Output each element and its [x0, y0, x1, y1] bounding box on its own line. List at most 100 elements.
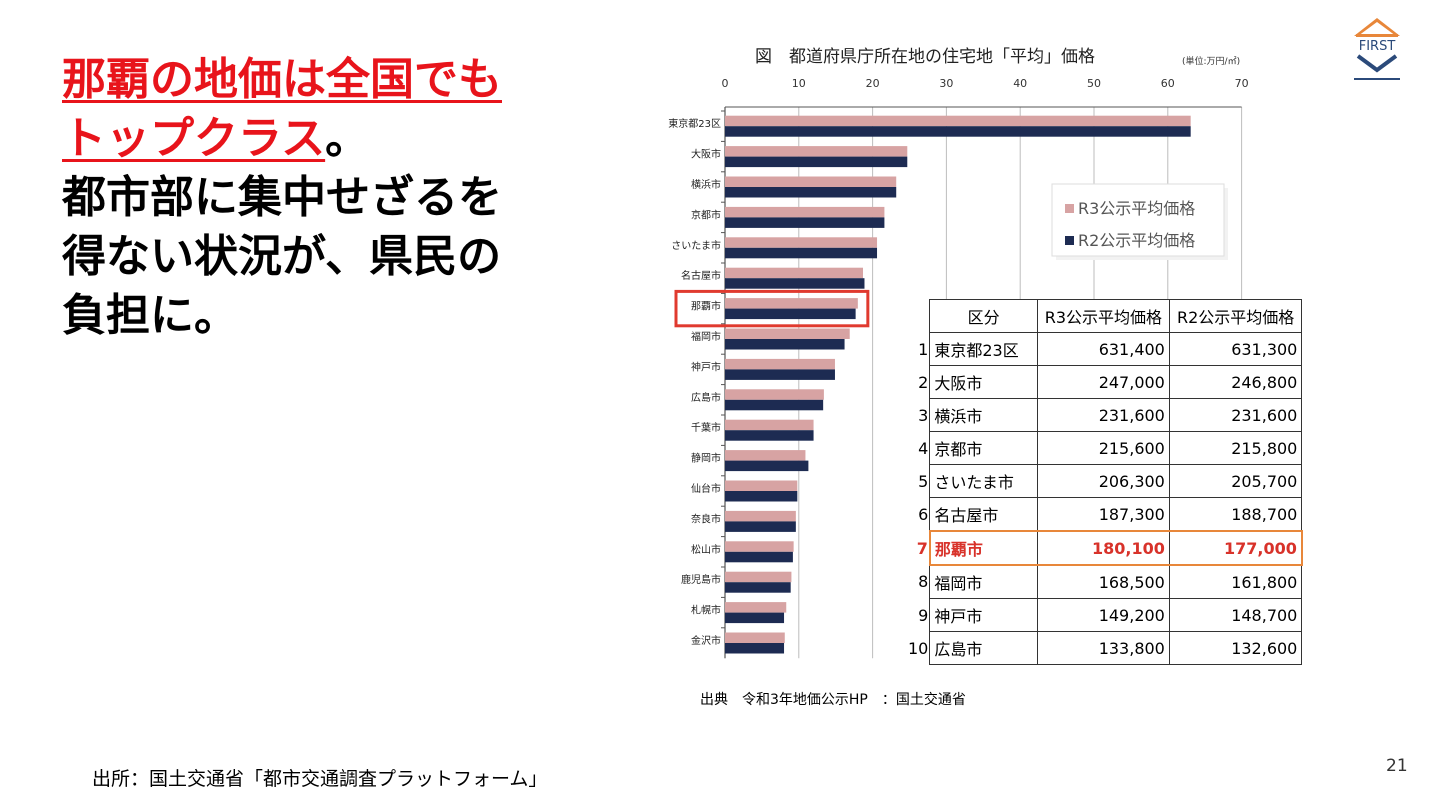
table-r2: 231,600 — [1168, 398, 1303, 432]
legend: R3公示平均価格 R2公示平均価格 — [1051, 183, 1228, 260]
bar-r3 — [725, 176, 897, 187]
x-tick-label: 50 — [1087, 77, 1101, 90]
table-rank: 9 — [908, 598, 931, 632]
table-header-r2: R2公示平均価格 — [1168, 299, 1303, 333]
bar-r3 — [725, 602, 787, 613]
table-city: 名古屋市 — [929, 497, 1038, 532]
table-city: 那覇市 — [928, 530, 1038, 566]
table-r3: 247,000 — [1036, 365, 1170, 399]
category-label: さいたま市 — [671, 239, 721, 252]
table-row: 10 広島市 133,800 132,600 — [908, 631, 1303, 665]
table-header-r3: R3公示平均価格 — [1036, 299, 1170, 333]
bar-r3 — [725, 358, 835, 370]
bar-r3 — [725, 480, 798, 491]
category-label: 那覇市 — [691, 300, 721, 313]
headline-punct: 。 — [325, 113, 370, 164]
x-tick-label: 60 — [1161, 77, 1175, 90]
bar-r2 — [725, 187, 897, 198]
category-label: 仙台市 — [691, 482, 721, 495]
table-rank: 1 — [908, 332, 931, 366]
category-label: 札幌市 — [691, 604, 721, 617]
bar-r2 — [725, 278, 865, 289]
category-label: 千葉市 — [691, 421, 721, 434]
category-label: 福岡市 — [691, 330, 721, 343]
table-r2: 161,800 — [1168, 564, 1303, 599]
bar-r3 — [725, 267, 864, 279]
table-r2: 205,700 — [1168, 464, 1303, 498]
table-rank: 6 — [908, 497, 931, 531]
table-city: 東京都23区 — [929, 332, 1038, 366]
table-city: さいたま市 — [929, 464, 1038, 498]
headline-line3: 都市部に集中せざるを — [62, 172, 502, 223]
table-rank: 2 — [908, 365, 931, 399]
bar-r3 — [725, 115, 1191, 127]
category-label: 大阪市 — [691, 148, 721, 161]
table-r2: 132,600 — [1168, 631, 1303, 665]
table-r3: 133,800 — [1036, 631, 1170, 665]
table-city: 福岡市 — [929, 564, 1038, 599]
legend-swatch-r2 — [1065, 236, 1074, 245]
table-row: 9 神戸市 149,200 148,700 — [908, 598, 1303, 632]
table-city: 神戸市 — [929, 598, 1038, 632]
bar-r3 — [725, 298, 858, 309]
bar-r2 — [725, 126, 1191, 137]
bar-r3 — [725, 541, 794, 552]
ranking-table: 区分 R3公示平均価格 R2公示平均価格 1 東京都23区 631,400 631,3… — [908, 299, 1303, 665]
table-row: 1 東京都23区 631,400 631,300 — [908, 332, 1303, 366]
bar-r2 — [725, 551, 793, 563]
table-rank: 4 — [908, 431, 931, 465]
bar-r2 — [725, 491, 798, 502]
category-label: 京都市 — [691, 208, 721, 221]
headline-line4: 得ない状況が、県民の — [62, 231, 502, 282]
table-r3: 180,100 — [1036, 530, 1170, 566]
table-r2: 246,800 — [1168, 365, 1303, 399]
footer-source: 出所：国土交通省「都市交通調査プラットフォーム」 — [92, 768, 548, 790]
bar-r2 — [725, 612, 785, 624]
table-row: 8 福岡市 168,500 161,800 — [908, 564, 1303, 599]
table-rank: 8 — [908, 565, 931, 599]
table-r2: 148,700 — [1168, 598, 1303, 632]
x-tick-label: 30 — [939, 77, 953, 90]
category-label: 名古屋市 — [681, 269, 721, 282]
bar-r3 — [725, 450, 806, 461]
table-r3: 149,200 — [1036, 598, 1170, 632]
bar-r3 — [725, 389, 824, 400]
chart-title: 図 都道府県庁所在地の住宅地「平均」価格 — [755, 47, 1095, 67]
table-city: 広島市 — [929, 631, 1038, 665]
bar-r2 — [725, 430, 814, 441]
first-logo: FIRST — [1346, 14, 1408, 86]
table-r3: 631,400 — [1036, 332, 1170, 366]
headline: 那覇の地価は全国でも トップクラス。 都市部に集中せざるを 得ない状況が、県民の… — [62, 50, 602, 345]
bar-r2 — [725, 339, 845, 350]
bar-r3 — [725, 632, 785, 643]
bar-r3 — [725, 328, 850, 339]
table-r3: 187,300 — [1036, 497, 1170, 532]
legend-label-r2: R2公示平均価格 — [1078, 231, 1195, 250]
table-city: 大阪市 — [929, 365, 1038, 399]
table-row: 6 名古屋市 187,300 188,700 — [908, 497, 1303, 532]
table-row-highlight: 7 那覇市 180,100 177,000 — [908, 530, 1303, 566]
bar-r3 — [725, 419, 814, 431]
legend-label-r3: R3公示平均価格 — [1078, 199, 1195, 218]
logo-text: FIRST — [1359, 39, 1396, 54]
bar-r2 — [725, 156, 908, 168]
logo-chevron-icon — [1356, 54, 1398, 73]
bar-r2 — [725, 582, 791, 593]
table-rank: 10 — [908, 631, 931, 665]
table-row: 5 さいたま市 206,300 205,700 — [908, 464, 1303, 498]
x-tick-label: 20 — [866, 77, 880, 90]
table-r2: 177,000 — [1168, 530, 1303, 566]
headline-red-line1: 那覇の地価は全国でも — [62, 54, 502, 105]
x-tick-label: 0 — [722, 77, 729, 90]
table-row: 3 横浜市 231,600 231,600 — [908, 398, 1303, 432]
category-label: 静岡市 — [691, 452, 721, 465]
table-header-category: 区分 — [929, 299, 1038, 333]
table-rank: 3 — [908, 398, 931, 432]
bar-r3 — [725, 510, 796, 522]
bar-r2 — [725, 308, 856, 320]
table-row: 2 大阪市 247,000 246,800 — [908, 365, 1303, 399]
naha-highlight-box — [674, 289, 870, 328]
bar-r2 — [725, 521, 796, 532]
legend-swatch-r3 — [1065, 204, 1074, 213]
category-label: 横浜市 — [691, 178, 721, 191]
